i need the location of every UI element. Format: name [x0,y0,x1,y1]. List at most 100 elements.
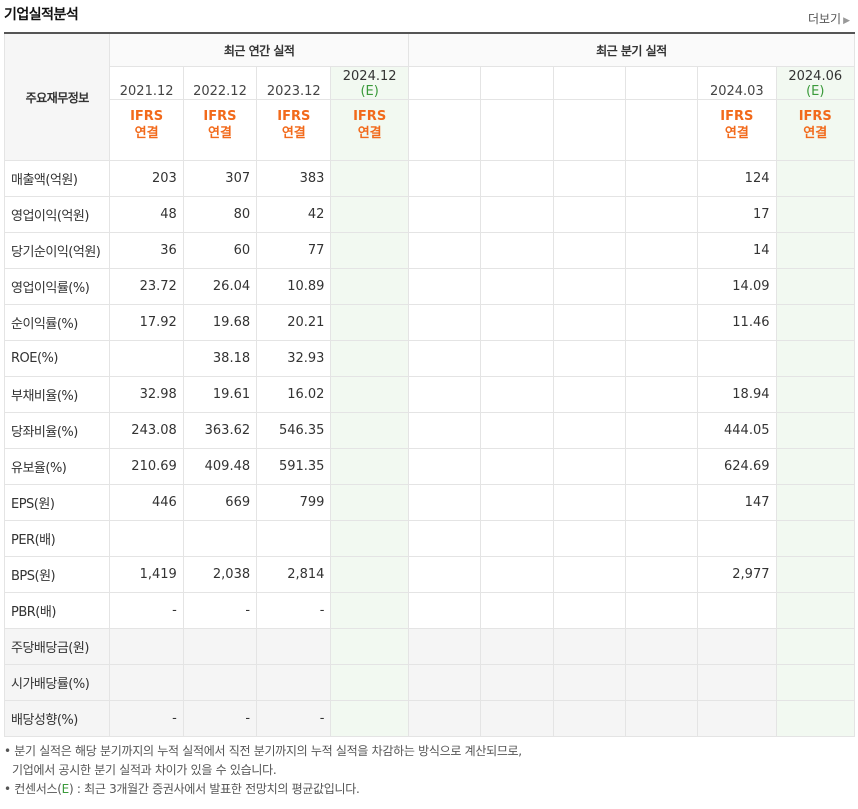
quarter-value [407,664,482,701]
period-quarter-4: 2024.03 [697,66,777,100]
quarter-value [552,160,626,197]
quarter-value [624,232,699,269]
annual-group-header: 최근 연간 실적 [109,32,409,67]
annual-value: 2,814 [256,556,332,593]
annual-value: 409.48 [182,448,258,485]
quarter-value [552,520,626,557]
quarter-value [480,628,554,665]
period-label: 2023.12 [266,84,321,99]
quarter-value [775,340,855,377]
annual-value: - [109,592,184,629]
quarter-value [480,340,554,377]
annual-value: 446 [109,484,184,521]
quarter-value: 147 [697,484,777,521]
annual-value [330,520,409,557]
annual-value: 36 [109,232,184,269]
row-label: 배당성향(%) [3,700,111,737]
quarter-value [775,268,855,305]
row-label: 매출액(억원) [3,160,111,197]
more-link[interactable]: 더보기 ▶ [808,10,850,27]
row-label: 주당배당금(원) [3,628,111,665]
annual-value: 210.69 [109,448,184,485]
table-row: 당좌비율(%) 243.08 363.62 546.35 444.05 [3,412,855,449]
annual-value: 42 [256,196,332,233]
annual-value: 80 [182,196,258,233]
annual-value: 669 [182,484,258,521]
quarter-value [407,304,482,341]
quarter-value [480,592,554,629]
table-row: 순이익률(%) 17.92 19.68 20.21 11.46 [3,304,855,341]
quarter-value [552,196,626,233]
footnote-2-suffix: ) : 최근 3개월간 증권사에서 발표한 전망치의 평균값입니다. [68,782,360,796]
quarter-value [552,556,626,593]
table-row: PBR(배) - - - [3,592,855,629]
row-label: 영업이익률(%) [3,268,111,305]
annual-value: 23.72 [109,268,184,305]
annual-value [330,232,409,269]
quarter-value [775,628,855,665]
row-label: 당좌비율(%) [3,412,111,449]
quarter-value [624,448,699,485]
quarter-value [407,700,482,737]
annual-value: 60 [182,232,258,269]
quarter-value: 624.69 [697,448,777,485]
quarter-value [480,448,554,485]
quarter-value [552,304,626,341]
consolidated-label: 연결 [281,126,306,141]
quarter-value [697,592,777,629]
consolidated-label: 연결 [357,126,382,141]
annual-value: 1,419 [109,556,184,593]
row-label: 당기순이익(억원) [3,232,111,269]
quarter-value [624,700,699,737]
quarter-value [624,196,699,233]
table-row: ROE(%) 38.18 32.93 [3,340,855,377]
quarter-value [407,268,482,305]
consolidated-label: 연결 [803,126,828,141]
annual-value: 799 [256,484,332,521]
annual-value [330,160,409,197]
quarter-value [407,160,482,197]
ifrs-label: IFRS [353,109,387,124]
annual-value [182,664,258,701]
quarter-value [697,520,777,557]
row-label: 영업이익(억원) [3,196,111,233]
ifrs-label: IFRS [130,109,164,124]
row-label: EPS(원) [3,484,111,521]
annual-value [330,412,409,449]
annual-value: 307 [182,160,258,197]
footnote-2-prefix: 컨센서스( [14,782,62,796]
footnote-2-mark: E [61,782,70,796]
footnote-1-cont: 기업에서 공시한 분기 실적과 차이가 있을 수 있습니다. [12,763,277,777]
quarter-value [775,556,855,593]
annual-value [330,376,409,413]
row-label: PBR(배) [3,592,111,629]
quarter-value [624,376,699,413]
annual-value: 203 [109,160,184,197]
annual-value: 17.92 [109,304,184,341]
quarter-value [407,628,482,665]
period-label: 2021.12 [119,84,174,99]
quarter-value [480,268,554,305]
ifrs-label: IFRS [798,109,832,124]
quarter-value [624,664,699,701]
quarter-value [480,700,554,737]
annual-value: 26.04 [182,268,258,305]
annual-value: 591.35 [256,448,332,485]
quarter-value [480,556,554,593]
quarter-value [407,232,482,269]
annual-value: 10.89 [256,268,332,305]
table-row: 영업이익률(%) 23.72 26.04 10.89 14.09 [3,268,855,305]
quarter-value [552,340,626,377]
annual-value: 243.08 [109,412,184,449]
table-row: 당기순이익(억원) 36 60 77 14 [3,232,855,269]
quarter-value [407,520,482,557]
annual-value [109,628,184,665]
quarter-value [775,412,855,449]
quarter-value [552,628,626,665]
annual-value: 32.98 [109,376,184,413]
quarter-value [775,304,855,341]
row-label: PER(배) [3,520,111,557]
table-row: 매출액(억원) 203 307 383 124 [3,160,855,197]
quarter-value: 18.94 [697,376,777,413]
quarter-value [407,412,482,449]
